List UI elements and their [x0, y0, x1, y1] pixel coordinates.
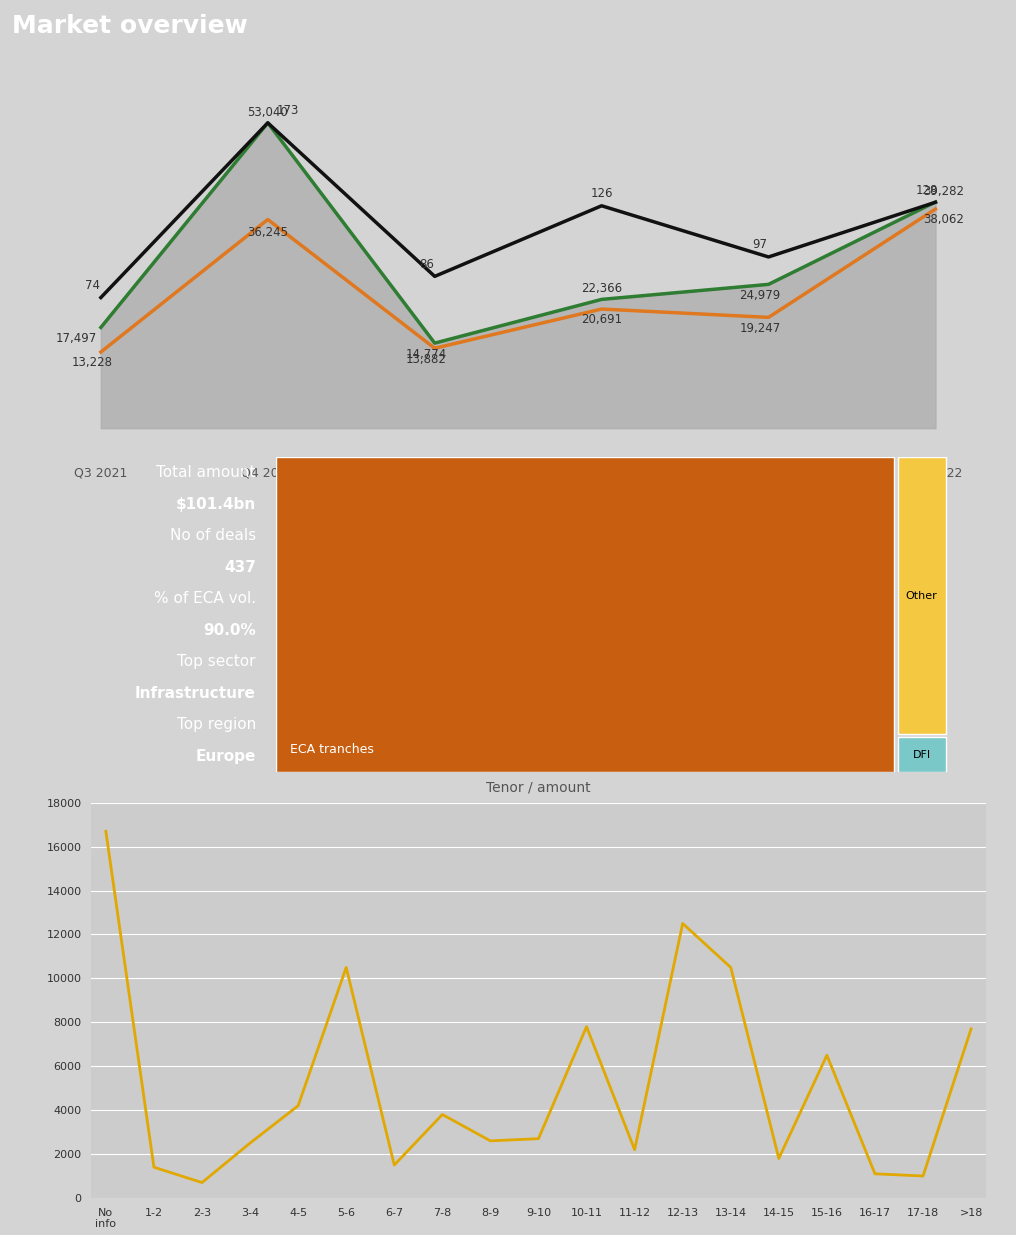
Text: ECA tranches: ECA tranches — [291, 743, 374, 756]
Text: 36,245: 36,245 — [247, 226, 289, 238]
Text: Market overview: Market overview — [12, 14, 248, 38]
Text: Other: Other — [906, 590, 938, 600]
Text: Total amount: Total amount — [156, 466, 256, 480]
FancyBboxPatch shape — [898, 457, 946, 734]
Text: DFI: DFI — [912, 750, 931, 760]
Text: Top sector: Top sector — [177, 655, 256, 669]
Text: Infrastructure: Infrastructure — [135, 685, 256, 700]
Text: 24,979: 24,979 — [740, 289, 781, 301]
Text: 20,691: 20,691 — [581, 314, 622, 326]
Text: 17,497: 17,497 — [55, 332, 97, 345]
Text: 90.0%: 90.0% — [203, 622, 256, 637]
Text: 128: 128 — [915, 184, 939, 196]
Text: 74: 74 — [85, 279, 100, 291]
Text: % of ECA vol.: % of ECA vol. — [153, 592, 256, 606]
Text: 39,282: 39,282 — [924, 185, 964, 198]
Text: 14,774: 14,774 — [405, 347, 447, 361]
Text: 173: 173 — [276, 104, 299, 117]
Text: Europe: Europe — [195, 748, 256, 763]
Text: 97: 97 — [753, 238, 768, 252]
Text: 126: 126 — [590, 188, 613, 200]
FancyBboxPatch shape — [898, 737, 946, 772]
Text: 13,228: 13,228 — [72, 357, 113, 369]
Text: 19,247: 19,247 — [740, 322, 781, 335]
Text: 13,882: 13,882 — [406, 353, 447, 366]
Text: Top region: Top region — [177, 718, 256, 732]
Text: No of deals: No of deals — [170, 529, 256, 543]
Text: 22,366: 22,366 — [581, 283, 622, 295]
Text: Tenor / amount: Tenor / amount — [487, 781, 590, 794]
Text: 38,062: 38,062 — [924, 214, 964, 226]
Text: 437: 437 — [224, 559, 256, 574]
FancyBboxPatch shape — [276, 457, 894, 772]
Text: $101.4bn: $101.4bn — [176, 496, 256, 511]
Text: 86: 86 — [419, 258, 434, 270]
Legend: Total volume, ECA volume, # of deals: Total volume, ECA volume, # of deals — [317, 475, 719, 498]
Text: 53,040: 53,040 — [248, 106, 289, 119]
